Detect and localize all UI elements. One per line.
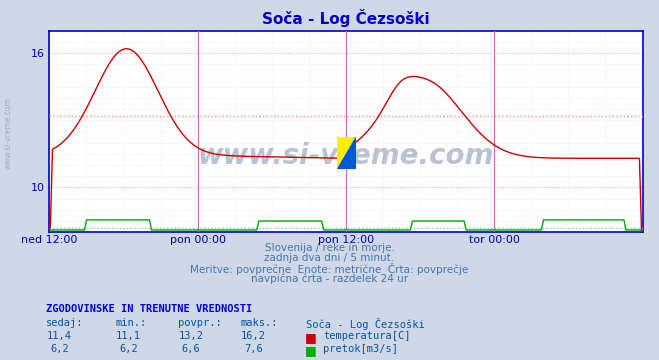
Text: temperatura[C]: temperatura[C] (323, 331, 411, 341)
Text: Slovenija / reke in morje.: Slovenija / reke in morje. (264, 243, 395, 253)
Text: min.:: min.: (115, 318, 146, 328)
Polygon shape (337, 137, 356, 170)
Text: ■: ■ (305, 331, 317, 344)
Text: navpična črta - razdelek 24 ur: navpična črta - razdelek 24 ur (251, 273, 408, 284)
Text: 6,2: 6,2 (50, 344, 69, 354)
Text: Meritve: povprečne  Enote: metrične  Črta: povprečje: Meritve: povprečne Enote: metrične Črta:… (190, 263, 469, 275)
Text: sedaj:: sedaj: (46, 318, 84, 328)
Text: 13,2: 13,2 (179, 331, 204, 341)
Text: ■: ■ (305, 344, 317, 357)
Text: 7,6: 7,6 (244, 344, 263, 354)
Text: ZGODOVINSKE IN TRENUTNE VREDNOSTI: ZGODOVINSKE IN TRENUTNE VREDNOSTI (46, 304, 252, 314)
Text: 11,1: 11,1 (116, 331, 141, 341)
Text: pretok[m3/s]: pretok[m3/s] (323, 344, 398, 354)
Title: Soča - Log Čezsoški: Soča - Log Čezsoški (262, 9, 430, 27)
Text: maks.:: maks.: (241, 318, 278, 328)
Text: www.si-vreme.com: www.si-vreme.com (4, 97, 13, 169)
Text: 16,2: 16,2 (241, 331, 266, 341)
Text: povpr.:: povpr.: (178, 318, 221, 328)
Text: 6,2: 6,2 (119, 344, 138, 354)
Text: www.si-vreme.com: www.si-vreme.com (198, 141, 494, 170)
Text: Soča - Log Čezsoški: Soča - Log Čezsoški (306, 318, 425, 330)
Polygon shape (337, 137, 356, 170)
Text: 6,6: 6,6 (182, 344, 200, 354)
Polygon shape (337, 137, 356, 170)
Text: 11,4: 11,4 (47, 331, 72, 341)
Text: zadnja dva dni / 5 minut.: zadnja dva dni / 5 minut. (264, 253, 395, 263)
